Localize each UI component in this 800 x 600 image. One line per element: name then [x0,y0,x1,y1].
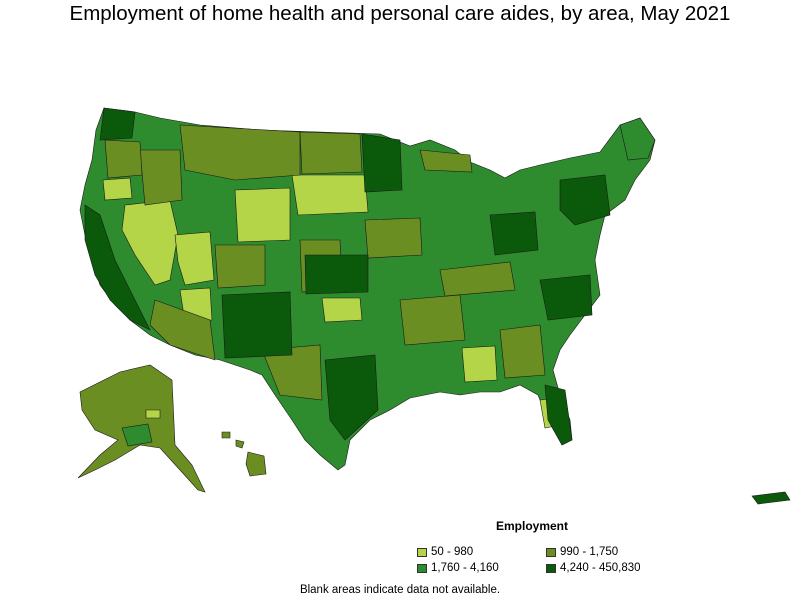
legend-swatch [546,547,556,557]
region-colorado-w [214,244,266,289]
region-montana [179,124,301,181]
region-idaho [139,149,183,206]
region-northeast [559,174,611,226]
legend-title: Employment [496,519,569,533]
region-kansas-e [304,254,369,295]
region-california [84,204,151,331]
region-michigan-up [419,149,473,173]
region-oregon-e [104,139,143,179]
legend-label: 1,760 - 4,160 [431,562,499,574]
puerto-rico-shape [751,491,791,505]
region-georgia [499,324,546,379]
region-wyoming [234,187,291,243]
legend-item-4240-450830: 4,240 - 450,830 [546,562,641,574]
legend-item-1760-4160: 1,760 - 4,160 [417,562,499,574]
data-availability-note: Blank areas indicate data not available. [299,584,501,596]
region-dakotas [291,174,369,216]
region-oklahoma [321,297,363,323]
hawaii-islands [221,431,267,477]
region-ky [439,261,516,297]
region-minnesota [361,133,403,193]
legend-swatch [546,563,556,573]
region-nevada [121,199,179,286]
legend-swatch [417,563,427,573]
alaska-se-region [121,423,153,447]
region-ohio [489,211,539,256]
region-alabama [461,345,498,383]
alaska-south-region [145,409,161,419]
region-texas-e [324,354,379,441]
map-title: Employment of home health and personal c… [69,2,731,25]
region-maine [619,117,656,161]
region-arizona [149,299,216,361]
region-new-mexico [221,291,293,359]
region-midsouth [399,294,466,346]
legend-item-990-1750: 990 - 1,750 [546,546,618,558]
legend-label: 990 - 1,750 [560,546,619,558]
region-idaho-n [102,177,133,201]
region-texas-w [261,344,323,401]
region-nd-east [299,131,363,175]
region-carolinas [539,274,593,321]
legend-label: 50 - 980 [431,546,474,558]
region-utah [174,231,215,286]
region-florida [544,384,573,446]
legend-label: 4,240 - 450,830 [560,562,641,574]
region-iowa [364,217,423,259]
contiguous-us [79,107,656,471]
legend-item-50-980: 50 - 980 [417,546,473,558]
legend-swatch [417,547,427,557]
region-washington-w [99,107,136,141]
